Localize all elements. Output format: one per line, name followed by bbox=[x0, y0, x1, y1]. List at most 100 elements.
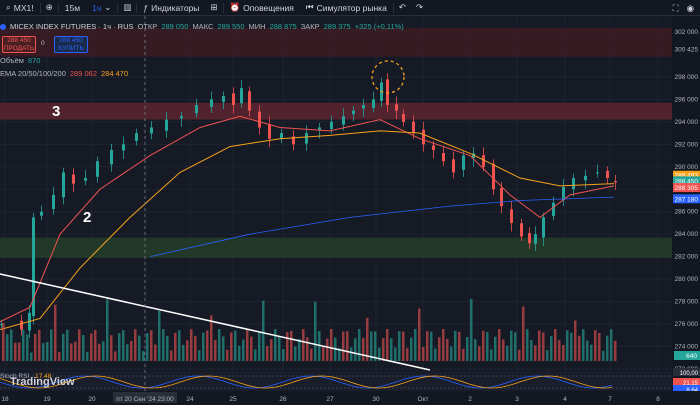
alerts-button[interactable]: ⏰ Оповещения bbox=[229, 2, 294, 13]
buy-button[interactable]: 288 450 КУПИТЬ bbox=[54, 36, 88, 53]
volume-bar bbox=[438, 337, 441, 361]
volume-bar bbox=[202, 332, 205, 361]
price-tick-label: 302 000 bbox=[675, 29, 699, 36]
candle-body bbox=[452, 159, 455, 173]
candle-body bbox=[402, 113, 405, 122]
volume-bar bbox=[530, 339, 533, 361]
volume-legend[interactable]: Объём 870 bbox=[0, 56, 41, 65]
volume-value-bg bbox=[674, 351, 700, 360]
candle-body bbox=[510, 209, 513, 223]
compare-button[interactable]: ⊕ bbox=[41, 0, 58, 16]
grid-icon: ⊞ bbox=[210, 2, 218, 12]
volume-bar bbox=[514, 332, 517, 361]
volume-bar bbox=[394, 347, 397, 361]
volume-bar bbox=[154, 344, 157, 361]
volume-bar bbox=[466, 337, 469, 361]
candle-body bbox=[165, 119, 168, 131]
volume-bar bbox=[590, 344, 593, 361]
volume-bar bbox=[534, 345, 537, 361]
last-price-label-bg bbox=[673, 176, 700, 186]
rsi-value-label: 100,00 bbox=[680, 371, 699, 377]
volume-bar bbox=[402, 331, 405, 361]
redo-button[interactable]: ↷ bbox=[411, 0, 428, 16]
price-tick-label: 282 000 bbox=[675, 254, 699, 261]
time-tick-label: 26 bbox=[279, 396, 287, 403]
price-tick-label: 298 000 bbox=[675, 74, 699, 81]
volume-bar bbox=[150, 330, 153, 361]
volume-bar bbox=[218, 329, 221, 361]
replay-button[interactable]: ⏮ Симулятор рынка bbox=[305, 2, 387, 13]
volume-bar bbox=[374, 331, 377, 361]
time-axis bbox=[0, 391, 700, 405]
rsi-d-line bbox=[0, 375, 613, 389]
rsi-value-bg bbox=[673, 368, 700, 376]
sell-button[interactable]: 288 450 ПРОДАТЬ bbox=[2, 36, 36, 53]
interval-1h[interactable]: 1ч ⌄ bbox=[92, 2, 112, 13]
volume-bar bbox=[82, 334, 85, 361]
volume-bar bbox=[326, 338, 329, 361]
volume-bar bbox=[566, 330, 569, 361]
candle-body bbox=[210, 99, 213, 107]
volume-bar bbox=[106, 299, 109, 361]
volume-bar bbox=[574, 320, 577, 361]
bar-style-button[interactable]: ▥ bbox=[118, 0, 136, 16]
volume-bar bbox=[238, 345, 241, 361]
volume-bar bbox=[406, 348, 409, 361]
rsi-k-line bbox=[0, 375, 613, 389]
rsi-value-bg bbox=[673, 385, 700, 393]
volume-bar bbox=[2, 323, 5, 361]
volume-bar bbox=[414, 329, 417, 361]
volume-bar bbox=[486, 332, 489, 361]
divider bbox=[117, 2, 119, 13]
volume-bar bbox=[146, 333, 149, 361]
time-tick-label: 4 bbox=[563, 396, 567, 403]
fullscreen-icon[interactable]: ⛶ bbox=[672, 2, 679, 13]
tradingview-logo[interactable]: TradingView bbox=[10, 376, 75, 388]
top-toolbar: ⌕ MX1! ⊕ 15м 1ч ⌄ ▥ ƒ Индикаторы ⊞ ⏰ Опов… bbox=[0, 0, 700, 16]
price-tick-label: 280 000 bbox=[675, 276, 699, 283]
candle-body bbox=[596, 172, 599, 174]
volume-bar bbox=[558, 340, 561, 361]
volume-bar bbox=[426, 331, 429, 361]
price-tick-label: 276 000 bbox=[675, 321, 699, 328]
time-tick-label: 3 bbox=[515, 396, 519, 403]
interval-15m[interactable]: 15м bbox=[64, 2, 81, 13]
volume-bar bbox=[190, 329, 193, 361]
symbol-search[interactable]: ⌕ MX1! bbox=[0, 0, 40, 16]
volume-bar bbox=[502, 339, 505, 361]
volume-bar bbox=[482, 330, 485, 361]
volume-bar bbox=[214, 339, 217, 361]
rsi-legend[interactable]: Stoch RSI 17.48 bbox=[0, 373, 52, 380]
candle-body bbox=[372, 99, 375, 108]
volume-bar bbox=[606, 335, 609, 361]
undo-button[interactable]: ↶ bbox=[394, 0, 411, 16]
volume-bar bbox=[382, 337, 385, 361]
volume-bar bbox=[578, 335, 581, 361]
candle-body bbox=[520, 223, 523, 237]
volume-bar bbox=[330, 329, 333, 361]
indicators-button[interactable]: ƒ Индикаторы bbox=[143, 2, 200, 13]
volume-bar bbox=[306, 337, 309, 361]
camera-icon[interactable]: ◉ bbox=[686, 2, 694, 13]
crosshair-time-bg bbox=[113, 392, 177, 403]
volume-bar bbox=[442, 329, 445, 361]
volume-bar bbox=[234, 330, 237, 361]
volume-bar bbox=[570, 332, 573, 361]
candle-body bbox=[534, 234, 537, 244]
volume-bar bbox=[10, 329, 13, 361]
volume-bar bbox=[586, 340, 589, 361]
volume-bar bbox=[54, 304, 57, 361]
volume-bar bbox=[354, 338, 357, 361]
candle-body bbox=[280, 133, 283, 139]
volume-bar bbox=[74, 341, 77, 361]
volume-bar bbox=[94, 329, 97, 361]
volume-bar bbox=[258, 332, 261, 361]
ema-legend[interactable]: EMA 20/50/100/200 289 062 284 470 bbox=[0, 69, 129, 78]
chart-area[interactable]: 302 000 300 425 298 000 296 000 294 000 292 0… bbox=[0, 16, 700, 405]
templates-button[interactable]: ⊞ bbox=[205, 0, 222, 16]
candle-body bbox=[432, 145, 435, 150]
volume-bar bbox=[550, 336, 553, 361]
time-tick-label: 19 bbox=[43, 396, 51, 403]
candle-body bbox=[562, 187, 565, 200]
